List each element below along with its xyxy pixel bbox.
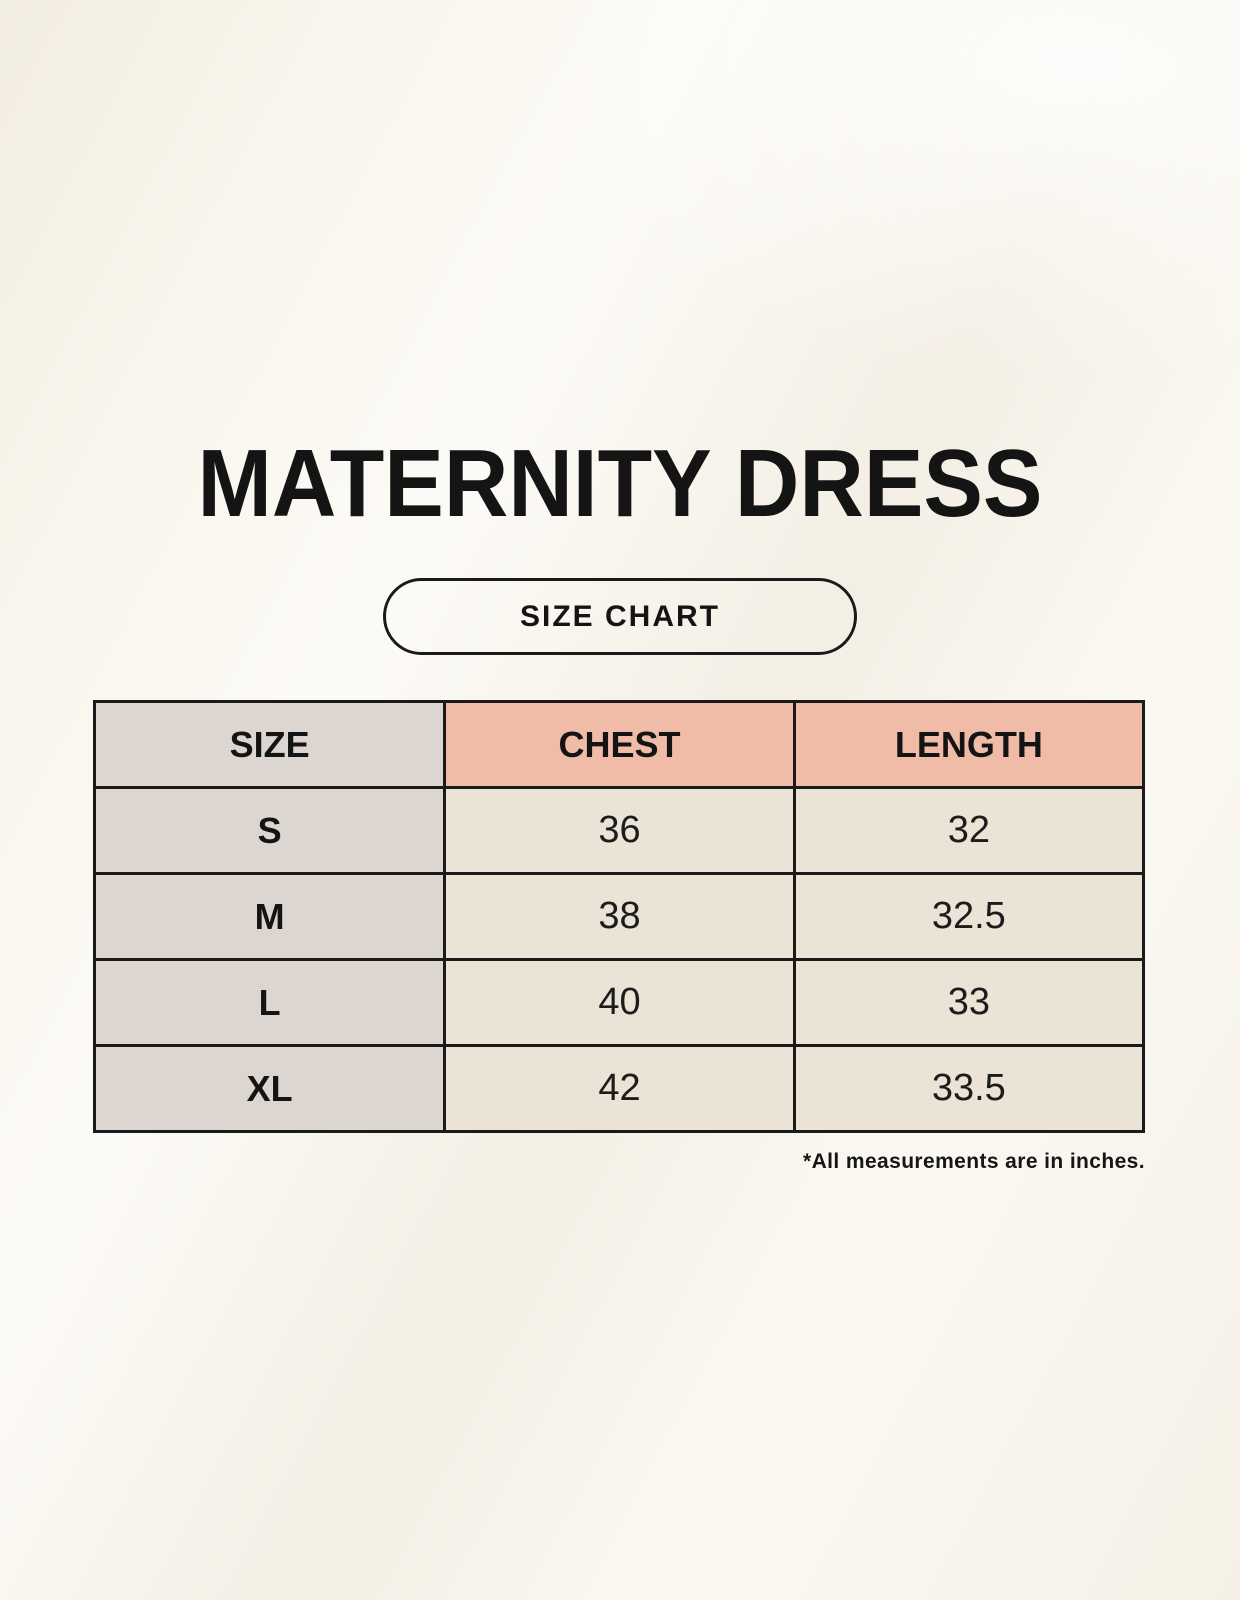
table-row-l: L 40 33 bbox=[92, 958, 1146, 1047]
table-header-row: SIZE CHEST LENGTH bbox=[92, 700, 1146, 789]
chest-value: 40 bbox=[443, 958, 796, 1047]
table-row-m: M 38 32.5 bbox=[92, 872, 1146, 961]
length-value: 33 bbox=[792, 958, 1146, 1047]
size-chart-button[interactable]: SIZE CHART bbox=[383, 578, 857, 655]
chest-value: 42 bbox=[443, 1044, 796, 1133]
size-label: S bbox=[92, 786, 447, 875]
column-header-chest: CHEST bbox=[443, 700, 796, 789]
column-header-size: SIZE bbox=[92, 700, 447, 789]
size-chart-table: SIZE CHEST LENGTH S 36 32 M 38 32.5 L 40… bbox=[92, 700, 1146, 1133]
length-value: 33.5 bbox=[792, 1044, 1146, 1133]
chest-value: 38 bbox=[443, 872, 796, 961]
column-header-length: LENGTH bbox=[792, 700, 1146, 789]
size-label: M bbox=[92, 872, 447, 961]
size-label: L bbox=[92, 958, 447, 1047]
table-row-s: S 36 32 bbox=[92, 786, 1146, 875]
chest-value: 36 bbox=[443, 786, 796, 875]
page-title: MATERNITY DRESS bbox=[197, 430, 1043, 537]
length-value: 32.5 bbox=[792, 872, 1146, 961]
length-value: 32 bbox=[792, 786, 1146, 875]
table-row-xl: XL 42 33.5 bbox=[92, 1044, 1146, 1133]
measurements-footnote: *All measurements are in inches. bbox=[803, 1150, 1145, 1173]
size-label: XL bbox=[92, 1044, 447, 1133]
